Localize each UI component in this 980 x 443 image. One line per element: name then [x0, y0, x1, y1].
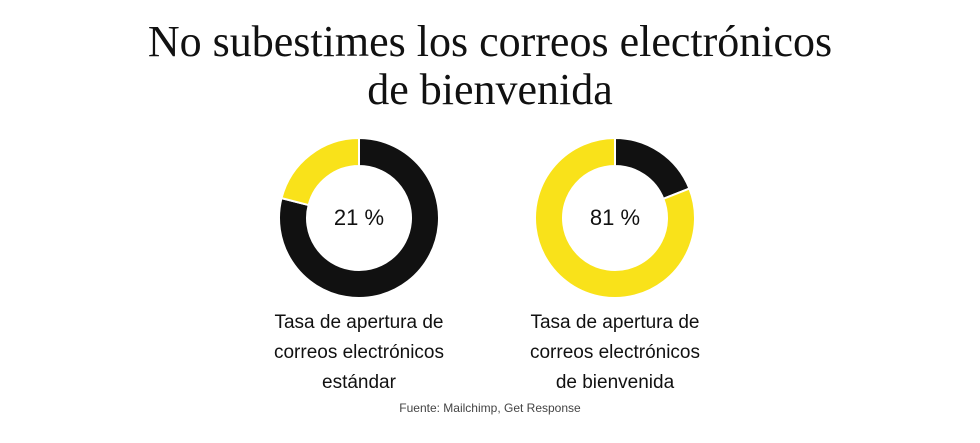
- caption-standard-line-1: Tasa de apertura de: [274, 312, 444, 333]
- donut-chart-standard: 21 %: [277, 136, 441, 300]
- caption-standard-line-2: correos electrónicos: [273, 342, 445, 363]
- donut-svg-welcome: [534, 136, 696, 299]
- caption-welcome-line-1: Tasa de apertura de: [530, 312, 700, 333]
- donut-slice-base: [278, 136, 440, 299]
- title-line-1: No subestimes los correos electrónicos: [147, 17, 833, 66]
- page-title: No subestimes los correos electrónicos d…: [0, 18, 980, 114]
- caption-standard-line-3: estándar: [322, 372, 396, 393]
- donut-center-label-standard: 21 %: [333, 205, 385, 230]
- donut-chart-welcome: 81 %: [533, 136, 697, 300]
- donut-slice-highlight: [280, 136, 360, 207]
- donut-center-label-welcome: 81 %: [589, 205, 641, 230]
- caption-welcome-line-2: correos electrónicos: [529, 342, 701, 363]
- caption-welcome-line-3: de bienvenida: [555, 372, 675, 393]
- caption-standard: Tasa de apertura de correos electrónicos…: [239, 308, 479, 398]
- donut-svg-standard: [278, 136, 440, 299]
- source-note: Fuente: Mailchimp, Get Response: [399, 401, 581, 415]
- title-line-2: de bienvenida: [367, 65, 613, 114]
- donut-slice-highlight: [534, 136, 696, 299]
- caption-welcome: Tasa de apertura de correos electrónicos…: [495, 308, 735, 398]
